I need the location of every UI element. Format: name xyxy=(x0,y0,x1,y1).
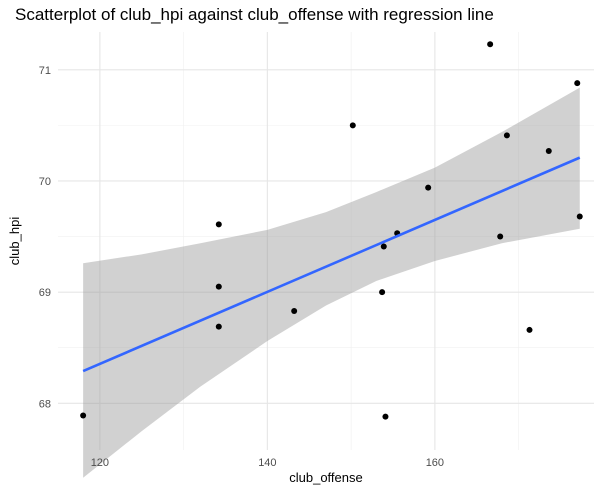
data-point xyxy=(215,323,222,330)
confidence-band xyxy=(83,87,580,478)
data-point xyxy=(382,413,389,420)
points-group xyxy=(80,41,583,420)
regression-line xyxy=(82,156,581,373)
confidence-band-group xyxy=(83,87,580,478)
x-tick-label: 120 xyxy=(91,457,109,469)
x-tick-labels: 120 140 160 xyxy=(91,457,444,469)
data-point xyxy=(526,326,533,333)
y-tick-label: 68 xyxy=(39,398,51,410)
data-point xyxy=(497,233,504,240)
data-point xyxy=(574,80,581,87)
data-point xyxy=(80,412,87,419)
data-point xyxy=(349,122,356,129)
y-axis-title: club_hpi xyxy=(7,217,22,266)
data-point xyxy=(425,184,432,191)
data-point xyxy=(215,221,222,228)
x-tick-label: 160 xyxy=(426,457,444,469)
data-point xyxy=(379,289,386,296)
y-tick-label: 70 xyxy=(39,176,51,188)
data-point xyxy=(291,308,298,315)
data-point xyxy=(380,243,387,250)
y-tick-labels: 68 69 70 71 xyxy=(39,65,51,411)
x-axis-title: club_offense xyxy=(289,470,363,485)
data-point xyxy=(503,132,510,139)
data-point xyxy=(576,213,583,220)
chart-title: Scatterplot of club_hpi against club_off… xyxy=(15,5,494,24)
x-tick-label: 140 xyxy=(258,457,276,469)
plot-panel xyxy=(58,32,594,450)
data-point xyxy=(487,41,494,48)
data-point xyxy=(545,147,552,154)
grid-lines xyxy=(58,32,594,450)
y-tick-label: 71 xyxy=(39,65,51,77)
data-point xyxy=(215,283,222,290)
y-tick-label: 69 xyxy=(39,287,51,299)
regression-line-group xyxy=(82,156,581,373)
